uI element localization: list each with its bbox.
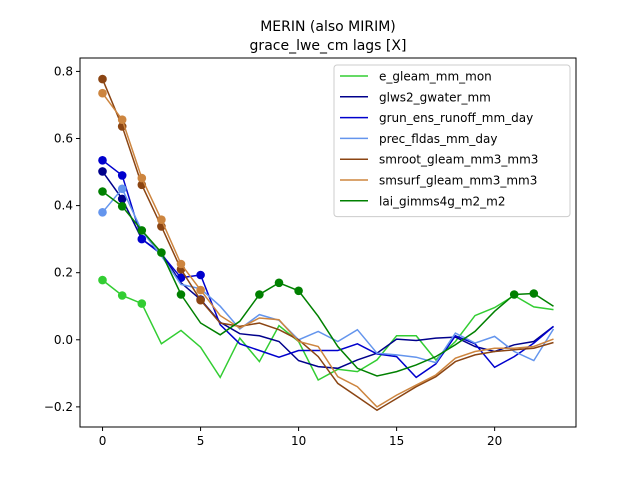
series-point-e_gleam_mm_mon-1 xyxy=(117,291,127,300)
legend-label-glws2_gwater_mm: glws2_gwater_mm xyxy=(379,90,491,104)
y-tick-label-5: 0.8 xyxy=(54,64,73,78)
series-line-lai_gimms4g_m2_m2 xyxy=(102,190,554,377)
y-tick-label-4: 0.6 xyxy=(54,132,73,146)
y-tick-label-1: 0.0 xyxy=(54,333,73,347)
legend: e_gleam_mm_mon glws2_gwater_mm grun_ens_ru… xyxy=(333,64,571,218)
y-tick-label-3: 0.4 xyxy=(54,199,73,213)
series-point-lai_gimms4g_m2_m2-0 xyxy=(98,187,107,196)
series-point-glws2_gwater_mm-0 xyxy=(98,167,107,176)
series-point-e_gleam_mm_mon-0 xyxy=(98,275,107,285)
series-point-lai_gimms4g_m2_m2-3 xyxy=(157,248,166,257)
legend-label-smroot_gleam_mm3_mm3: smroot_gleam_mm3_mm3 xyxy=(379,153,538,167)
series-point-lai_gimms4g_m2_m2-9 xyxy=(274,278,284,288)
series-line-prec_fldas_mm_day xyxy=(101,187,555,364)
series-point-prec_fldas_mm_day-1 xyxy=(117,184,127,194)
series-point-grun_ens_runoff_mm_day-2 xyxy=(137,234,147,244)
axis-layer: 0 5 10 15 20 −0.2 0.0 0.2 0.4 0.6 0.8 xyxy=(44,64,502,448)
x-tick-label-5: 5 xyxy=(197,434,205,448)
series-point-grun_ens_runoff_mm_day-1 xyxy=(117,171,127,180)
series-point-smsurf_gleam_mm3_mm3-2 xyxy=(137,173,147,183)
legend-label-e_gleam_mm_mon: e_gleam_mm_mon xyxy=(379,70,492,84)
series-layer xyxy=(98,74,555,412)
legend-label-lai_gimms4g_m2_m2: lai_gimms4g_m2_m2 xyxy=(379,194,506,208)
legend-label-grun_ens_runoff_mm_day: grun_ens_runoff_mm_day xyxy=(379,111,533,125)
y-tick-label-2: 0.2 xyxy=(54,266,73,280)
series-point-grun_ens_runoff_mm_day-4 xyxy=(176,273,186,283)
legend-box xyxy=(333,64,571,218)
x-tick-label-0: 0 xyxy=(99,434,107,448)
chart-subtitle: grace_lwe_cm lags [X] xyxy=(250,38,407,54)
x-tick-label-10: 10 xyxy=(291,434,306,448)
series-point-smsurf_gleam_mm3_mm3-1 xyxy=(117,115,127,124)
y-tick-label-0: −0.2 xyxy=(44,400,73,414)
x-tick-label-15: 15 xyxy=(389,434,404,448)
series-point-smroot_gleam_mm3_mm3-0 xyxy=(98,74,107,84)
series-point-prec_fldas_mm_day-0 xyxy=(98,208,107,217)
series-point-smsurf_gleam_mm3_mm3-5 xyxy=(196,285,205,295)
series-line-e_gleam_mm_mon xyxy=(102,279,554,382)
series-line-grun_ens_runoff_mm_day xyxy=(102,159,554,379)
legend-label-prec_fldas_mm_day: prec_fldas_mm_day xyxy=(379,132,498,146)
chart-title: MERIN (also MIRIM) xyxy=(260,19,396,35)
series-point-lai_gimms4g_m2_m2-22 xyxy=(529,289,539,298)
series-point-lai_gimms4g_m2_m2-21 xyxy=(509,290,519,299)
series-point-lai_gimms4g_m2_m2-1 xyxy=(117,202,127,211)
plot-frame xyxy=(79,57,577,428)
series-point-smroot_gleam_mm3_mm3-5 xyxy=(196,295,205,305)
series-point-smsurf_gleam_mm3_mm3-3 xyxy=(157,215,166,224)
series-line-smsurf_gleam_mm3_mm3 xyxy=(101,92,554,408)
series-point-grun_ens_runoff_mm_day-5 xyxy=(196,270,205,280)
series-point-smsurf_gleam_mm3_mm3-4 xyxy=(176,259,186,269)
x-tick-label-20: 20 xyxy=(487,434,502,448)
legend-label-smsurf_gleam_mm3_mm3: smsurf_gleam_mm3_mm3 xyxy=(379,174,537,188)
series-point-smsurf_gleam_mm3_mm3-0 xyxy=(98,88,107,98)
series-point-lai_gimms4g_m2_m2-2 xyxy=(137,226,147,235)
series-point-lai_gimms4g_m2_m2-8 xyxy=(255,290,264,299)
series-point-glws2_gwater_mm-1 xyxy=(117,194,127,204)
series-point-e_gleam_mm_mon-2 xyxy=(137,299,147,308)
series-point-lai_gimms4g_m2_m2-10 xyxy=(294,286,303,296)
series-point-grun_ens_runoff_mm_day-0 xyxy=(98,156,107,165)
series-point-lai_gimms4g_m2_m2-4 xyxy=(176,290,186,299)
